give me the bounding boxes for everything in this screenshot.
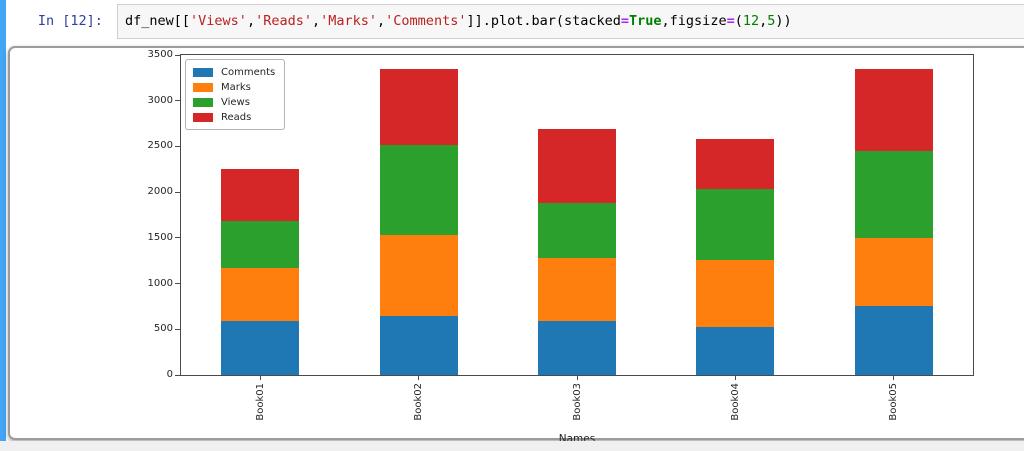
- x-tick-label: Book05: [888, 383, 900, 421]
- x-tick-label: Book03: [571, 383, 583, 421]
- code-token: ,: [246, 13, 256, 29]
- bar-segment-reads: [854, 68, 933, 151]
- code-token: =: [620, 13, 630, 29]
- code-token: 'Marks': [320, 13, 378, 29]
- x-tick-mark: [259, 375, 261, 380]
- legend-color-patch: [193, 113, 213, 122]
- code-token: ,: [311, 13, 321, 29]
- code-token: ,: [759, 13, 768, 29]
- y-tick-label: 2000: [147, 186, 173, 198]
- bar-segment-views: [379, 144, 458, 236]
- y-tick-label: 3000: [147, 94, 173, 106]
- y-tick-label: 2500: [147, 140, 173, 152]
- x-tick-mark: [893, 375, 895, 380]
- code-token: 'Reads': [255, 13, 312, 29]
- y-tick-mark: [175, 283, 180, 285]
- bar-segment-comments: [854, 305, 933, 375]
- bar-segment-reads: [696, 139, 775, 190]
- x-tick-label: Book04: [729, 383, 741, 421]
- y-tick-mark: [175, 145, 180, 147]
- y-tick-mark: [175, 374, 180, 376]
- bar-segment-marks: [538, 257, 616, 322]
- y-tick-label: 3500: [147, 49, 173, 60]
- y-tick-mark: [175, 191, 180, 193]
- y-tick-label: 1500: [147, 231, 173, 243]
- code-token: ,figsize: [661, 13, 727, 29]
- bar-segment-views: [538, 203, 616, 258]
- y-tick-label: 500: [153, 323, 173, 335]
- y-tick-mark: [175, 328, 180, 330]
- bar-segment-comments: [538, 321, 616, 375]
- page-background-strip: [0, 441, 1024, 451]
- legend-color-patch: [193, 83, 213, 92]
- y-tick-label: 0: [166, 369, 173, 380]
- y-tick-mark: [175, 100, 180, 102]
- bar-segment-comments: [379, 316, 458, 375]
- legend-row: Reads: [193, 110, 275, 125]
- code-line: df_new[['Views','Reads','Marks','Comment…: [125, 5, 792, 38]
- chart-plot-area: 0 500 1000 1500 2000 2500 3000 3500 Book01 Book0…: [148, 49, 974, 445]
- y-tick-label: 1000: [147, 277, 173, 289]
- x-tick-label: Book01: [254, 383, 266, 421]
- code-token: True: [629, 13, 662, 29]
- bar-segment-reads: [379, 68, 458, 145]
- code-token: 'Comments': [385, 13, 467, 29]
- bar-segment-comments: [696, 327, 775, 375]
- code-token: df_new[[: [125, 13, 191, 29]
- code-token: (: [734, 13, 743, 29]
- code-token: 'Views': [190, 13, 247, 29]
- legend-label: Views: [221, 97, 250, 108]
- bar-segment-views: [696, 189, 775, 260]
- bar-segment-views: [854, 151, 933, 238]
- legend-label: Reads: [221, 112, 252, 123]
- code-token: ,: [377, 13, 386, 29]
- x-tick-mark: [576, 375, 578, 380]
- bar-segment-reads: [538, 129, 616, 204]
- x-tick-mark: [734, 375, 736, 380]
- legend-label: Marks: [221, 82, 251, 93]
- y-tick-mark: [175, 237, 180, 239]
- code-input[interactable]: df_new[['Views','Reads','Marks','Comment…: [117, 4, 1024, 39]
- legend-row: Views: [193, 95, 275, 110]
- legend-label: Comments: [221, 67, 276, 78]
- bar-segment-views: [221, 221, 300, 269]
- bar-segment-marks: [696, 259, 775, 328]
- code-token: )): [775, 13, 792, 29]
- bar-segment-marks: [221, 268, 300, 322]
- code-token: 5: [767, 13, 776, 29]
- active-cell-indicator: [0, 0, 6, 441]
- bar-segment-marks: [854, 237, 933, 306]
- x-tick-mark: [418, 375, 420, 380]
- code-token: 12: [742, 13, 760, 29]
- cell-prompt: In [12]:: [37, 13, 111, 29]
- legend-row: Marks: [193, 80, 275, 95]
- chart-legend: Comments Marks Views Reads: [185, 59, 286, 130]
- legend-color-patch: [193, 98, 213, 107]
- bar-segment-comments: [221, 321, 300, 375]
- legend-row: Comments: [193, 65, 275, 80]
- bar-segment-reads: [221, 169, 300, 222]
- y-tick-mark: [175, 54, 180, 56]
- code-token: ]].plot.bar(stacked: [466, 13, 621, 29]
- code-token: =: [726, 13, 735, 29]
- legend-color-patch: [193, 68, 213, 77]
- bar-segment-marks: [379, 235, 458, 317]
- x-tick-label: Book02: [413, 383, 425, 421]
- output-area: 0 500 1000 1500 2000 2500 3000 3500 Book01 Book0…: [8, 46, 1024, 445]
